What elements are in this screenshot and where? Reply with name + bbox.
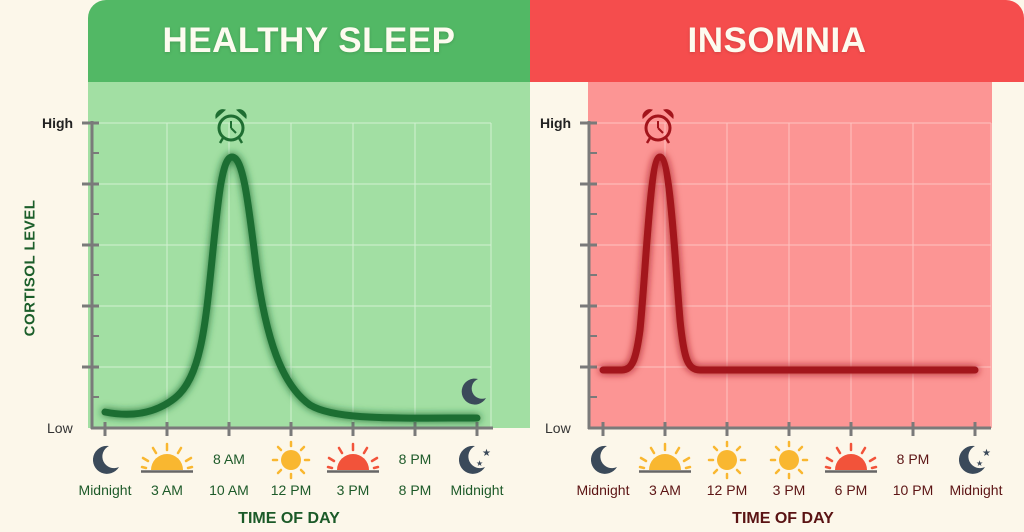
healthy-x-label-4: 3 PM bbox=[336, 482, 370, 498]
insomnia-x-label-3: 3 PM bbox=[772, 482, 806, 498]
healthy-x-sun-icon bbox=[271, 440, 311, 480]
healthy-x-axis-title: TIME OF DAY bbox=[238, 510, 340, 527]
insomnia-x-sun-icon-1 bbox=[707, 440, 747, 480]
healthy-sleep-title: HEALTHY SLEEP bbox=[162, 21, 456, 60]
insomnia-x-axis-title: TIME OF DAY bbox=[732, 510, 834, 527]
insomnia-x-label-6: Midnight bbox=[949, 482, 1003, 498]
healthy-x-moon-icon bbox=[92, 445, 119, 474]
healthy-x-top-label-5: 8 PM bbox=[398, 451, 432, 467]
healthy-alarm-clock-icon bbox=[215, 109, 247, 144]
insomnia-x-sunset-icon bbox=[824, 442, 878, 473]
healthy-x-label-2: 10 AM bbox=[209, 482, 249, 498]
healthy-x-top-label-2: 8 AM bbox=[213, 451, 245, 467]
healthy-x-label-0: Midnight bbox=[78, 482, 132, 498]
healthy-sleep-header: HEALTHY SLEEP bbox=[88, 0, 530, 82]
healthy-chart-background bbox=[88, 82, 530, 428]
insomnia-x-sunrise-icon bbox=[638, 442, 692, 473]
insomnia-x-label-2: 12 PM bbox=[706, 482, 748, 498]
insomnia-x-label-4: 6 PM bbox=[834, 482, 868, 498]
healthy-x-label-3: 12 PM bbox=[270, 482, 312, 498]
svg-text:★: ★ bbox=[976, 459, 983, 468]
svg-text:★: ★ bbox=[476, 459, 483, 468]
insomnia-alarm-clock-icon bbox=[642, 109, 674, 144]
insomnia-x-moon-stars-icon: ★ ★ bbox=[958, 445, 991, 474]
healthy-y-high-label: High bbox=[42, 115, 74, 131]
healthy-axes bbox=[82, 121, 493, 436]
insomnia-grid bbox=[590, 122, 992, 428]
healthy-cortisol-curve bbox=[101, 153, 481, 422]
insomnia-title: INSOMNIA bbox=[687, 21, 867, 60]
insomnia-y-high-label: High bbox=[540, 115, 572, 131]
svg-text:★: ★ bbox=[482, 448, 491, 459]
insomnia-x-moon-icon bbox=[590, 445, 617, 474]
insomnia-x-top-label-5: 8 PM bbox=[896, 451, 930, 467]
healthy-x-moon-stars-icon: ★ ★ bbox=[458, 445, 491, 474]
healthy-x-sunset-icon bbox=[326, 442, 380, 473]
healthy-x-label-1: 3 AM bbox=[151, 482, 183, 498]
insomnia-x-label-5: 10 PM bbox=[892, 482, 934, 498]
healthy-moon-icon bbox=[461, 378, 486, 405]
insomnia-y-low-label: Low bbox=[545, 420, 571, 436]
insomnia-x-sun-icon-2 bbox=[769, 440, 809, 480]
healthy-x-label-6: Midnight bbox=[450, 482, 504, 498]
healthy-x-label-5: 8 PM bbox=[398, 482, 432, 498]
healthy-y-low-label: Low bbox=[47, 420, 73, 436]
insomnia-header: INSOMNIA bbox=[530, 0, 1024, 82]
healthy-x-sunrise-icon bbox=[140, 442, 194, 473]
insomnia-axes bbox=[580, 121, 991, 436]
healthy-grid bbox=[92, 122, 492, 428]
insomnia-cortisol-curve bbox=[599, 153, 979, 374]
insomnia-x-label-1: 3 AM bbox=[649, 482, 681, 498]
insomnia-x-label-0: Midnight bbox=[576, 482, 630, 498]
svg-text:★: ★ bbox=[982, 448, 991, 459]
